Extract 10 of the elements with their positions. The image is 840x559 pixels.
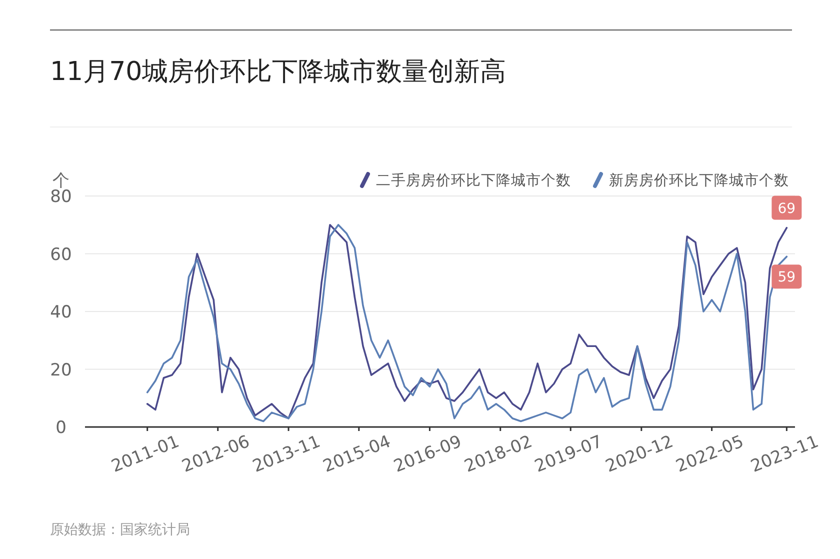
legend-label: 新房房价环比下降城市个数 (609, 172, 789, 189)
chart-title: 11月70城房价环比下降城市数量创新高 (50, 57, 506, 87)
text: 原始数据：国家统计局 (50, 522, 190, 538)
y-tick-label: 0 (56, 418, 66, 438)
y-tick-label: 40 (50, 302, 72, 322)
y-tick-label: 60 (50, 244, 72, 265)
legend-label: 二手房房价环比下降城市个数 (376, 172, 571, 189)
data-label: 59 (778, 270, 796, 286)
data-label: 69 (778, 200, 796, 217)
y-tick-label: 20 (50, 360, 72, 380)
